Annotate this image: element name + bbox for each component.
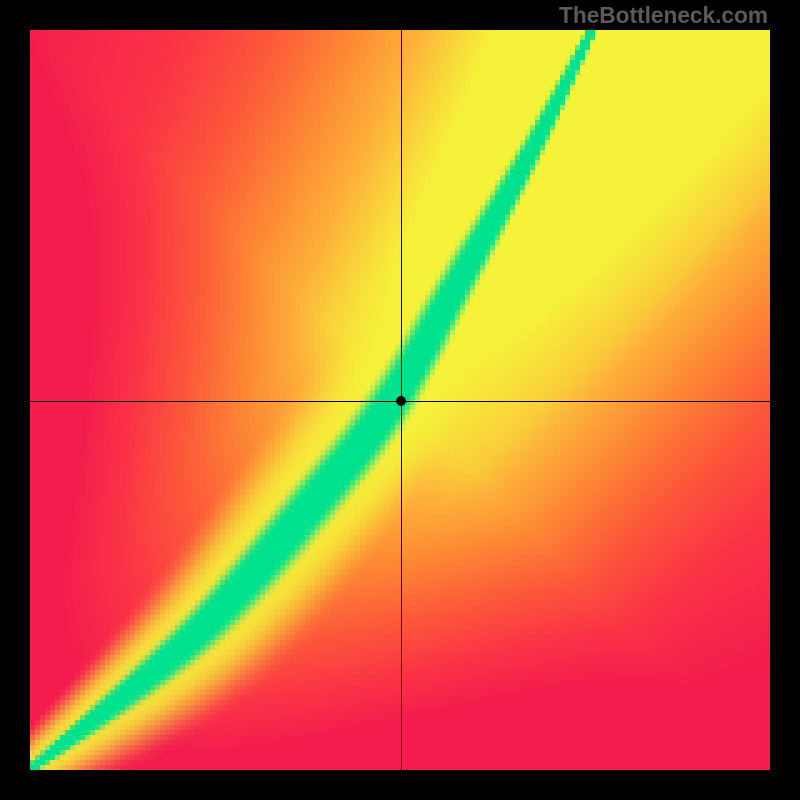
chart-frame: TheBottleneck.com: [0, 0, 800, 800]
watermark-text: TheBottleneck.com: [559, 2, 768, 29]
marker-dot: [396, 396, 406, 406]
